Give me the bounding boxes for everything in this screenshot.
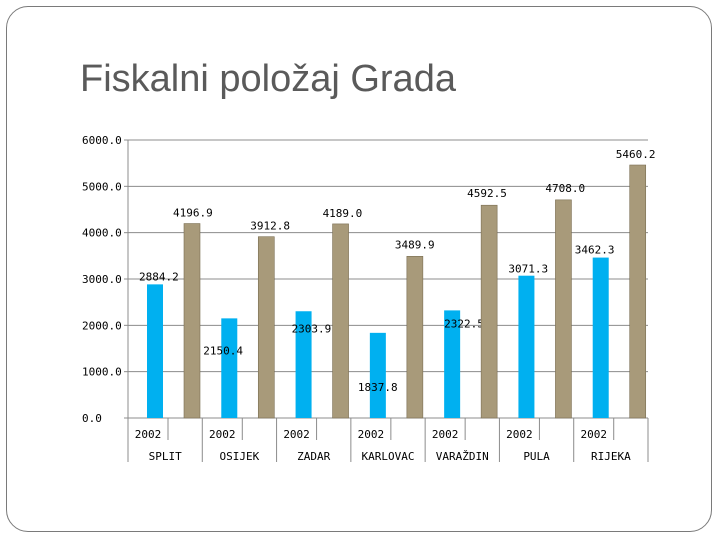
bar — [332, 223, 349, 419]
bar — [480, 204, 498, 419]
data-label: 4592.5 — [467, 187, 507, 200]
category-label: ZADAR — [297, 450, 330, 463]
category-label: RIJEKA — [591, 450, 631, 463]
slide-title: Fiskalni položaj Grada — [80, 58, 456, 100]
bar — [369, 332, 386, 418]
bar — [444, 310, 461, 418]
bar — [295, 311, 312, 418]
bar — [147, 284, 163, 418]
data-label: 2322.5 — [444, 317, 484, 330]
category-label: VARAŽDIN — [436, 450, 489, 463]
data-label: 3462.3 — [575, 244, 615, 257]
year-label: 2002 — [135, 428, 162, 441]
y-tick-label: 0.0 — [82, 412, 102, 425]
bar — [555, 199, 572, 419]
category-label: PULA — [523, 450, 550, 463]
data-label: 1837.8 — [358, 381, 398, 394]
bar — [257, 236, 275, 419]
data-label: 4708.0 — [545, 182, 585, 195]
data-label: 2884.2 — [139, 270, 179, 283]
year-label: 2002 — [358, 428, 385, 441]
bar — [221, 318, 238, 418]
data-label: 4189.0 — [323, 207, 363, 220]
y-tick-label: 6000.0 — [82, 134, 122, 147]
y-tick-label: 4000.0 — [82, 227, 122, 240]
data-label: 4196.9 — [173, 207, 213, 220]
y-tick-label: 1000.0 — [82, 366, 122, 379]
y-tick-label: 2000.0 — [82, 319, 122, 332]
category-label: SPLIT — [149, 450, 182, 463]
bar — [592, 257, 609, 418]
category-label: KARLOVAC — [362, 450, 415, 463]
y-tick-label: 3000.0 — [82, 273, 122, 286]
y-tick-label: 5000.0 — [82, 180, 122, 193]
category-label: OSIJEK — [220, 450, 260, 463]
data-label: 5460.2 — [616, 148, 656, 161]
bar — [183, 223, 201, 419]
data-label: 3071.3 — [508, 263, 548, 276]
bar — [518, 275, 535, 418]
year-label: 2002 — [580, 428, 607, 441]
year-label: 2002 — [506, 428, 533, 441]
year-label: 2002 — [283, 428, 310, 441]
bar — [629, 164, 647, 419]
data-label: 2150.4 — [203, 344, 243, 357]
year-label: 2002 — [209, 428, 236, 441]
data-label: 3489.9 — [395, 238, 435, 251]
data-label: 2303.9 — [292, 322, 332, 335]
bar — [406, 256, 424, 419]
year-label: 2002 — [432, 428, 459, 441]
data-label: 3912.8 — [250, 220, 290, 233]
